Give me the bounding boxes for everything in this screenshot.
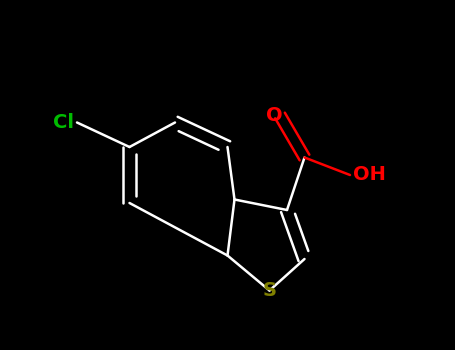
Text: Cl: Cl	[52, 113, 74, 132]
Text: O: O	[267, 106, 283, 125]
Text: S: S	[263, 281, 277, 300]
Text: OH: OH	[354, 166, 386, 184]
